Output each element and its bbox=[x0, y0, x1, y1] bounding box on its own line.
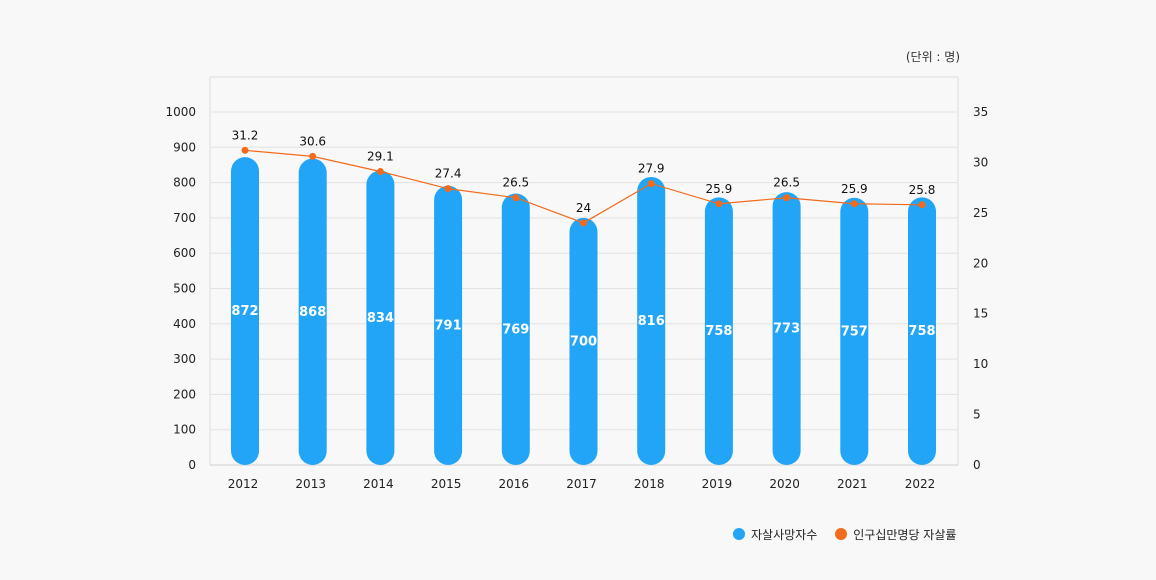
y-left-tick-label: 500 bbox=[173, 282, 196, 296]
bar-value-label: 757 bbox=[841, 324, 868, 339]
x-tick-label: 2014 bbox=[363, 477, 394, 491]
legend-item-bar: 자살사망자수 bbox=[733, 526, 817, 543]
x-tick-label: 2022 bbox=[905, 477, 936, 491]
y-left-tick-label: 600 bbox=[173, 246, 196, 260]
line-point bbox=[850, 200, 858, 208]
bar bbox=[772, 192, 801, 466]
bar-value-label: 816 bbox=[638, 314, 665, 329]
bar-value-label: 834 bbox=[367, 311, 394, 326]
bar bbox=[501, 193, 530, 465]
y-left-tick-label: 700 bbox=[173, 211, 196, 225]
line-value-label: 27.9 bbox=[638, 162, 665, 176]
y-axis-left: 0 100 200 300 400 500 600 700 800 900 1000 bbox=[165, 105, 196, 472]
y-axis-right: 0 5 10 15 20 25 30 35 bbox=[973, 105, 988, 472]
bar bbox=[840, 197, 869, 466]
legend-bar-label: 자살사망자수 bbox=[751, 527, 818, 542]
x-tick-label: 2012 bbox=[228, 477, 259, 491]
line-point bbox=[444, 185, 452, 193]
x-tick-label: 2019 bbox=[702, 477, 733, 491]
bar-value-label: 769 bbox=[502, 322, 529, 337]
legend-line-swatch bbox=[835, 528, 848, 540]
x-tick-label: 2021 bbox=[837, 477, 868, 491]
bar-series: 872 868 834 791 769 700 816 758 773 757 758 bbox=[231, 157, 936, 466]
line-value-label: 31.2 bbox=[232, 128, 259, 142]
bar bbox=[298, 158, 327, 465]
line-value-label: 26.5 bbox=[502, 176, 529, 190]
line-point bbox=[309, 152, 317, 160]
line-value-label: 25.9 bbox=[841, 182, 868, 196]
line-value-label: 27.4 bbox=[435, 167, 462, 181]
legend: 자살사망자수 인구십만명당 자살률 bbox=[733, 524, 956, 544]
bar bbox=[637, 176, 666, 465]
bar-value-label: 791 bbox=[435, 318, 462, 333]
line-point bbox=[580, 219, 587, 227]
line-point bbox=[241, 146, 249, 154]
line-value-label: 25.9 bbox=[706, 182, 733, 196]
line-point bbox=[715, 200, 723, 208]
bar-value-label: 758 bbox=[705, 324, 732, 339]
bar-value-label: 700 bbox=[570, 334, 597, 349]
line-value-label: 30.6 bbox=[299, 134, 326, 148]
x-tick-label: 2020 bbox=[769, 477, 800, 491]
bar bbox=[231, 157, 259, 465]
y-left-tick-label: 100 bbox=[173, 423, 196, 437]
x-tick-label: 2018 bbox=[634, 477, 665, 491]
y-left-tick-label: 200 bbox=[173, 387, 196, 401]
y-left-tick-label: 800 bbox=[173, 176, 196, 190]
legend-line-label: 인구십만명당 자살률 bbox=[853, 527, 957, 542]
x-axis: 2012 2013 2014 2015 2016 2017 2018 2019 2020 2021… bbox=[228, 477, 936, 491]
bar bbox=[569, 217, 598, 465]
line-point bbox=[512, 194, 520, 202]
x-tick-label: 2015 bbox=[431, 477, 462, 491]
bar bbox=[434, 185, 463, 466]
y-right-tick-label: 30 bbox=[973, 155, 988, 169]
bar-value-label: 868 bbox=[299, 305, 326, 320]
y-right-tick-label: 20 bbox=[973, 256, 988, 270]
y-left-tick-label: 0 bbox=[188, 458, 196, 472]
legend-item-line: 인구십만명당 자살률 bbox=[835, 526, 956, 543]
bar bbox=[908, 197, 936, 465]
y-right-tick-label: 35 bbox=[973, 105, 988, 119]
x-tick-label: 2017 bbox=[566, 477, 597, 491]
line-value-label: 24 bbox=[576, 201, 591, 215]
y-left-tick-label: 300 bbox=[173, 352, 196, 366]
line-point bbox=[647, 180, 655, 188]
bar-value-label: 758 bbox=[908, 324, 935, 339]
line-point bbox=[783, 194, 791, 202]
y-right-tick-label: 25 bbox=[973, 206, 988, 220]
line-value-label: 29.1 bbox=[367, 150, 394, 164]
y-right-tick-label: 15 bbox=[973, 307, 988, 321]
x-tick-label: 2016 bbox=[499, 477, 530, 491]
y-left-tick-label: 1000 bbox=[165, 105, 196, 119]
legend-bar-swatch bbox=[733, 528, 745, 540]
gridlines bbox=[210, 111, 958, 466]
bar-value-label: 773 bbox=[773, 322, 800, 337]
bar-value-label: 872 bbox=[231, 304, 258, 319]
line-value-label: 25.8 bbox=[909, 183, 936, 197]
bar bbox=[704, 197, 733, 465]
y-right-tick-label: 10 bbox=[973, 357, 988, 371]
y-left-tick-label: 900 bbox=[173, 140, 196, 154]
unit-label: (단위 : 명) bbox=[905, 50, 960, 64]
line-value-label: 26.5 bbox=[773, 176, 800, 190]
y-left-tick-label: 400 bbox=[173, 317, 196, 331]
y-right-tick-label: 5 bbox=[973, 408, 981, 422]
line-series: 31.2 30.6 29.1 27.4 26.5 24 27.9 25.9 26.5 25.9 25… bbox=[232, 128, 936, 227]
y-right-tick-label: 0 bbox=[973, 458, 981, 472]
line-point bbox=[376, 168, 384, 176]
bar bbox=[366, 170, 395, 465]
line-point bbox=[918, 201, 926, 209]
x-tick-label: 2013 bbox=[295, 477, 326, 491]
